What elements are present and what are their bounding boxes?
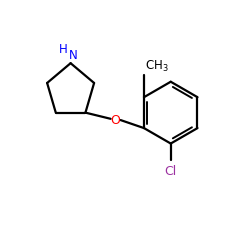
- Text: O: O: [110, 114, 120, 126]
- Text: N: N: [69, 49, 78, 62]
- Text: H: H: [59, 43, 68, 56]
- Text: CH$_3$: CH$_3$: [145, 58, 169, 74]
- Text: Cl: Cl: [164, 164, 177, 177]
